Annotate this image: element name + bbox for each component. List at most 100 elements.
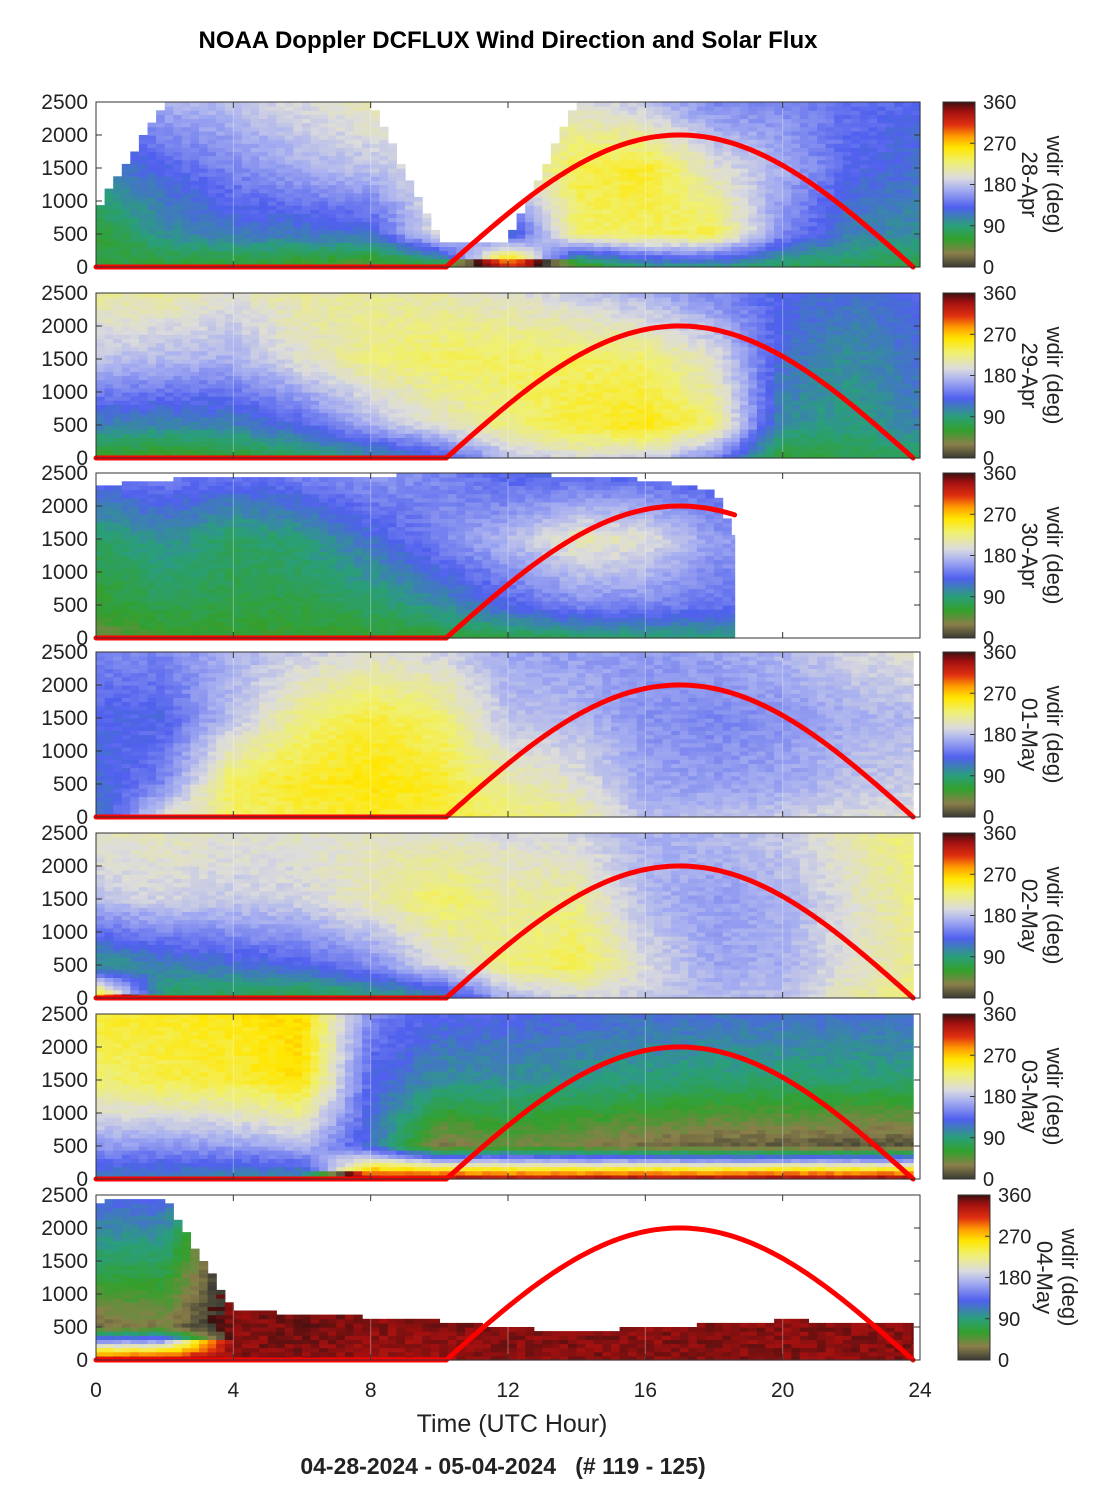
heatmap-cell — [251, 376, 260, 381]
heatmap-cell — [199, 131, 208, 136]
heatmap-cell — [783, 201, 792, 206]
heatmap-cell — [851, 143, 860, 148]
heatmap-cell — [688, 201, 697, 206]
heatmap-cell — [869, 102, 878, 107]
heatmap-cell — [371, 446, 380, 451]
heatmap-cell — [148, 334, 157, 339]
heatmap-cell — [371, 326, 380, 331]
heatmap-cell — [431, 301, 440, 306]
heatmap-cell — [379, 189, 388, 194]
heatmap-cell — [560, 255, 569, 260]
heatmap-cell — [808, 251, 817, 256]
heatmap-cell — [319, 371, 328, 376]
heatmap-cell — [379, 334, 388, 339]
heatmap-cell — [611, 168, 620, 173]
heatmap-cell — [319, 193, 328, 198]
heatmap-cell — [439, 363, 448, 368]
heatmap-cell — [105, 218, 114, 223]
heatmap-cell — [791, 189, 800, 194]
heatmap-cell — [439, 429, 448, 434]
heatmap-cell — [414, 197, 423, 202]
heatmap-cell — [105, 363, 114, 368]
heatmap-cell — [182, 213, 191, 218]
heatmap-cell — [113, 293, 122, 298]
heatmap-cell — [336, 110, 345, 115]
heatmap-cell — [560, 147, 569, 152]
heatmap-cell — [362, 110, 371, 115]
heatmap-cell — [285, 322, 294, 327]
heatmap-cell — [225, 160, 234, 165]
heatmap-cell — [328, 205, 337, 210]
heatmap-cell — [182, 172, 191, 177]
heatmap-cell — [465, 376, 474, 381]
heatmap-cell — [302, 110, 311, 115]
heatmap-cell — [748, 234, 757, 239]
heatmap-cell — [757, 209, 766, 214]
heatmap-cell — [165, 343, 174, 348]
heatmap-cell — [216, 164, 225, 169]
heatmap-cell — [388, 213, 397, 218]
heatmap-cell — [671, 110, 680, 115]
heatmap-cell — [328, 259, 337, 264]
heatmap-cell — [328, 147, 337, 152]
heatmap-cell — [242, 421, 251, 426]
heatmap-cell — [594, 110, 603, 115]
heatmap-cell — [190, 106, 199, 111]
heatmap-cell — [911, 127, 920, 132]
heatmap-cell — [345, 197, 354, 202]
heatmap-cell — [388, 222, 397, 227]
heatmap-cell — [431, 417, 440, 422]
heatmap-cell — [431, 396, 440, 401]
heatmap-cell — [834, 172, 843, 177]
heatmap-cell — [585, 218, 594, 223]
heatmap-cell — [96, 392, 105, 397]
heatmap-cell — [242, 314, 251, 319]
heatmap-cell — [311, 450, 320, 455]
heatmap-cell — [585, 193, 594, 198]
heatmap-cell — [379, 330, 388, 335]
heatmap-cell — [903, 213, 912, 218]
heatmap-cell — [208, 326, 217, 331]
heatmap-cell — [431, 251, 440, 256]
heatmap-cell — [560, 226, 569, 231]
heatmap-cell — [130, 213, 139, 218]
heatmap-cell — [731, 168, 740, 173]
heatmap-cell — [585, 180, 594, 185]
heatmap-cell — [285, 234, 294, 239]
heatmap-cell — [371, 185, 380, 190]
heatmap-cell — [903, 135, 912, 140]
heatmap-cell — [268, 425, 277, 430]
heatmap-cell — [396, 442, 405, 447]
heatmap-cell — [259, 330, 268, 335]
heatmap-cell — [688, 127, 697, 132]
heatmap-cell — [628, 255, 637, 260]
heatmap-cell — [251, 205, 260, 210]
heatmap-cell — [354, 318, 363, 323]
heatmap-cell — [293, 384, 302, 389]
heatmap-cell — [319, 218, 328, 223]
heatmap-cell — [671, 201, 680, 206]
heatmap-cell — [328, 156, 337, 161]
heatmap-cell — [731, 102, 740, 107]
heatmap-cell — [354, 119, 363, 124]
heatmap-cell — [113, 446, 122, 451]
heatmap-cell — [113, 242, 122, 247]
heatmap-cell — [233, 404, 242, 409]
heatmap-cell — [242, 330, 251, 335]
heatmap-cell — [182, 359, 191, 364]
heatmap-cell — [148, 205, 157, 210]
heatmap-cell — [319, 131, 328, 136]
heatmap-cell — [173, 218, 182, 223]
heatmap-cell — [860, 242, 869, 247]
heatmap-cell — [585, 164, 594, 169]
heatmap-cell — [156, 259, 165, 264]
heatmap-cell — [285, 425, 294, 430]
heatmap-cell — [208, 404, 217, 409]
heatmap-cell — [225, 400, 234, 405]
heatmap-cell — [422, 343, 431, 348]
heatmap-cell — [894, 143, 903, 148]
heatmap-cell — [156, 143, 165, 148]
heatmap-cell — [182, 143, 191, 148]
heatmap-cell — [731, 251, 740, 256]
heatmap-cell — [817, 160, 826, 165]
